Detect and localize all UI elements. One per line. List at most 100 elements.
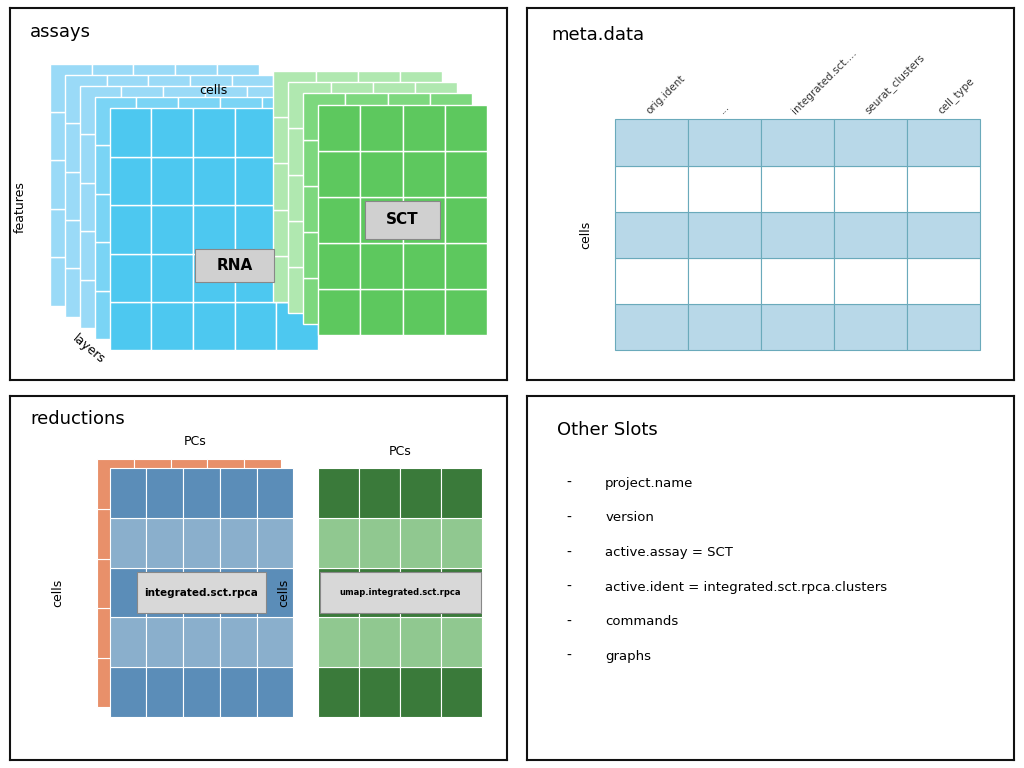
Bar <box>183 518 220 568</box>
Bar <box>244 459 281 509</box>
Bar <box>360 243 402 290</box>
Bar <box>183 568 220 617</box>
Bar <box>205 86 247 134</box>
Bar <box>106 123 148 171</box>
Bar <box>315 164 358 210</box>
Bar <box>430 232 472 278</box>
Bar <box>247 86 289 134</box>
Bar <box>359 518 400 568</box>
Bar <box>614 304 688 350</box>
Bar <box>289 82 331 128</box>
Bar <box>133 112 175 161</box>
Bar <box>110 468 146 518</box>
Bar <box>65 171 106 220</box>
Bar <box>400 210 442 256</box>
Bar <box>261 145 303 194</box>
Bar <box>136 97 178 145</box>
Bar <box>183 667 220 717</box>
Bar <box>217 209 258 257</box>
Bar <box>92 209 133 257</box>
Text: active.assay = SCT: active.assay = SCT <box>605 546 733 559</box>
Bar <box>276 205 318 253</box>
Bar <box>345 232 388 278</box>
Bar <box>400 518 441 568</box>
Bar <box>315 256 358 302</box>
Bar <box>400 256 442 302</box>
Bar <box>444 197 487 243</box>
Bar <box>444 151 487 197</box>
Text: active.ident = integrated.sct.rpca.clusters: active.ident = integrated.sct.rpca.clust… <box>605 581 888 594</box>
Bar <box>220 568 257 617</box>
Text: cells: cells <box>51 578 63 607</box>
Bar <box>907 212 980 258</box>
Bar <box>110 253 152 302</box>
Bar <box>400 568 441 617</box>
Bar <box>907 120 980 166</box>
Bar <box>205 183 247 231</box>
Bar <box>388 186 430 232</box>
Bar <box>171 608 208 658</box>
Bar <box>220 194 261 243</box>
Bar <box>152 108 193 157</box>
Text: -: - <box>566 614 571 629</box>
Bar <box>444 104 487 151</box>
Bar <box>208 509 244 558</box>
Bar <box>688 212 761 258</box>
Bar <box>441 468 482 518</box>
Bar <box>761 304 834 350</box>
Bar <box>345 186 388 232</box>
Bar <box>257 468 293 518</box>
Text: orig.ident: orig.ident <box>644 73 687 116</box>
Bar <box>50 64 92 112</box>
Bar <box>190 269 231 317</box>
Bar <box>257 568 293 617</box>
Bar <box>358 118 400 164</box>
Bar <box>148 220 190 269</box>
Bar <box>331 267 373 313</box>
Bar <box>190 74 231 123</box>
Bar <box>318 468 359 518</box>
Bar <box>152 253 193 302</box>
Bar <box>273 210 315 256</box>
Bar <box>190 171 231 220</box>
Bar <box>220 468 257 518</box>
Bar <box>65 123 106 171</box>
Bar <box>318 243 360 290</box>
Text: umap.integrated.sct.rpca: umap.integrated.sct.rpca <box>339 588 461 597</box>
Bar <box>171 459 208 509</box>
Text: SCT: SCT <box>386 213 419 227</box>
Bar <box>193 108 234 157</box>
Bar <box>231 74 273 123</box>
Bar <box>614 212 688 258</box>
Bar <box>133 161 175 209</box>
Bar <box>178 97 220 145</box>
Bar <box>110 518 146 568</box>
Bar <box>97 509 134 558</box>
Text: graphs: graphs <box>605 650 651 663</box>
Bar <box>614 120 688 166</box>
Bar <box>92 161 133 209</box>
Text: version: version <box>605 511 654 525</box>
Bar <box>122 183 163 231</box>
Bar <box>163 231 205 280</box>
Bar <box>319 572 480 613</box>
Bar <box>190 123 231 171</box>
Bar <box>415 128 457 174</box>
Bar <box>178 291 220 339</box>
Bar <box>94 97 136 145</box>
Text: layers: layers <box>70 332 108 366</box>
Bar <box>208 658 244 707</box>
Bar <box>373 220 415 267</box>
Bar <box>318 667 359 717</box>
Bar <box>318 197 360 243</box>
Bar <box>430 186 472 232</box>
Bar <box>133 209 175 257</box>
Bar <box>688 258 761 304</box>
Bar <box>761 212 834 258</box>
Bar <box>231 220 273 269</box>
Bar <box>65 74 106 123</box>
Bar <box>430 278 472 324</box>
Bar <box>834 212 907 258</box>
Bar <box>289 174 331 220</box>
Bar <box>171 509 208 558</box>
